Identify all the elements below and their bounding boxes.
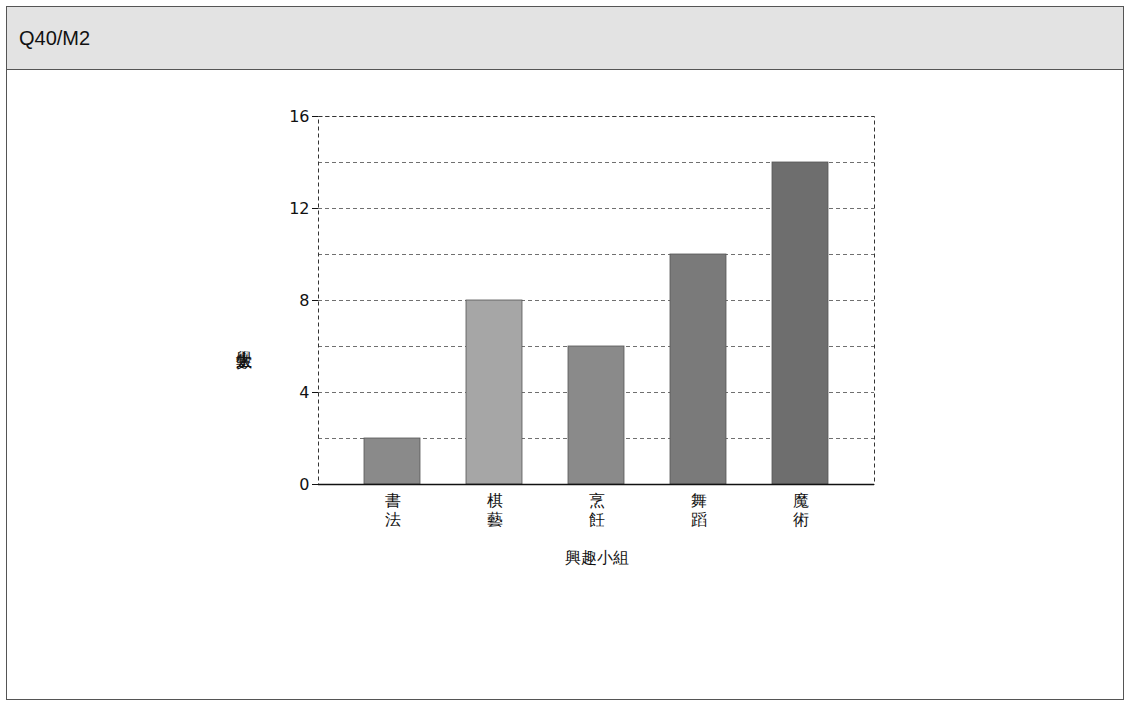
- svg-text:4: 4: [299, 383, 309, 402]
- html-text:學生人數: 學生人數: [234, 338, 254, 342]
- svg-text:烹飪: 烹飪: [588, 491, 604, 529]
- svg-text:12: 12: [289, 199, 309, 218]
- svg-text:16: 16: [289, 107, 309, 126]
- svg-text:8: 8: [299, 291, 309, 310]
- svg-text:魔術: 魔術: [792, 491, 808, 529]
- svg-text:舞蹈: 舞蹈: [690, 491, 706, 529]
- svg-text:0: 0: [299, 475, 309, 494]
- svg-text:棋藝: 棋藝: [486, 491, 502, 529]
- html-text:Q40/M2: Q40/M2: [19, 26, 91, 49]
- svg-text:興趣小組: 興趣小組: [564, 548, 628, 567]
- svg-text:書法: 書法: [384, 491, 400, 529]
